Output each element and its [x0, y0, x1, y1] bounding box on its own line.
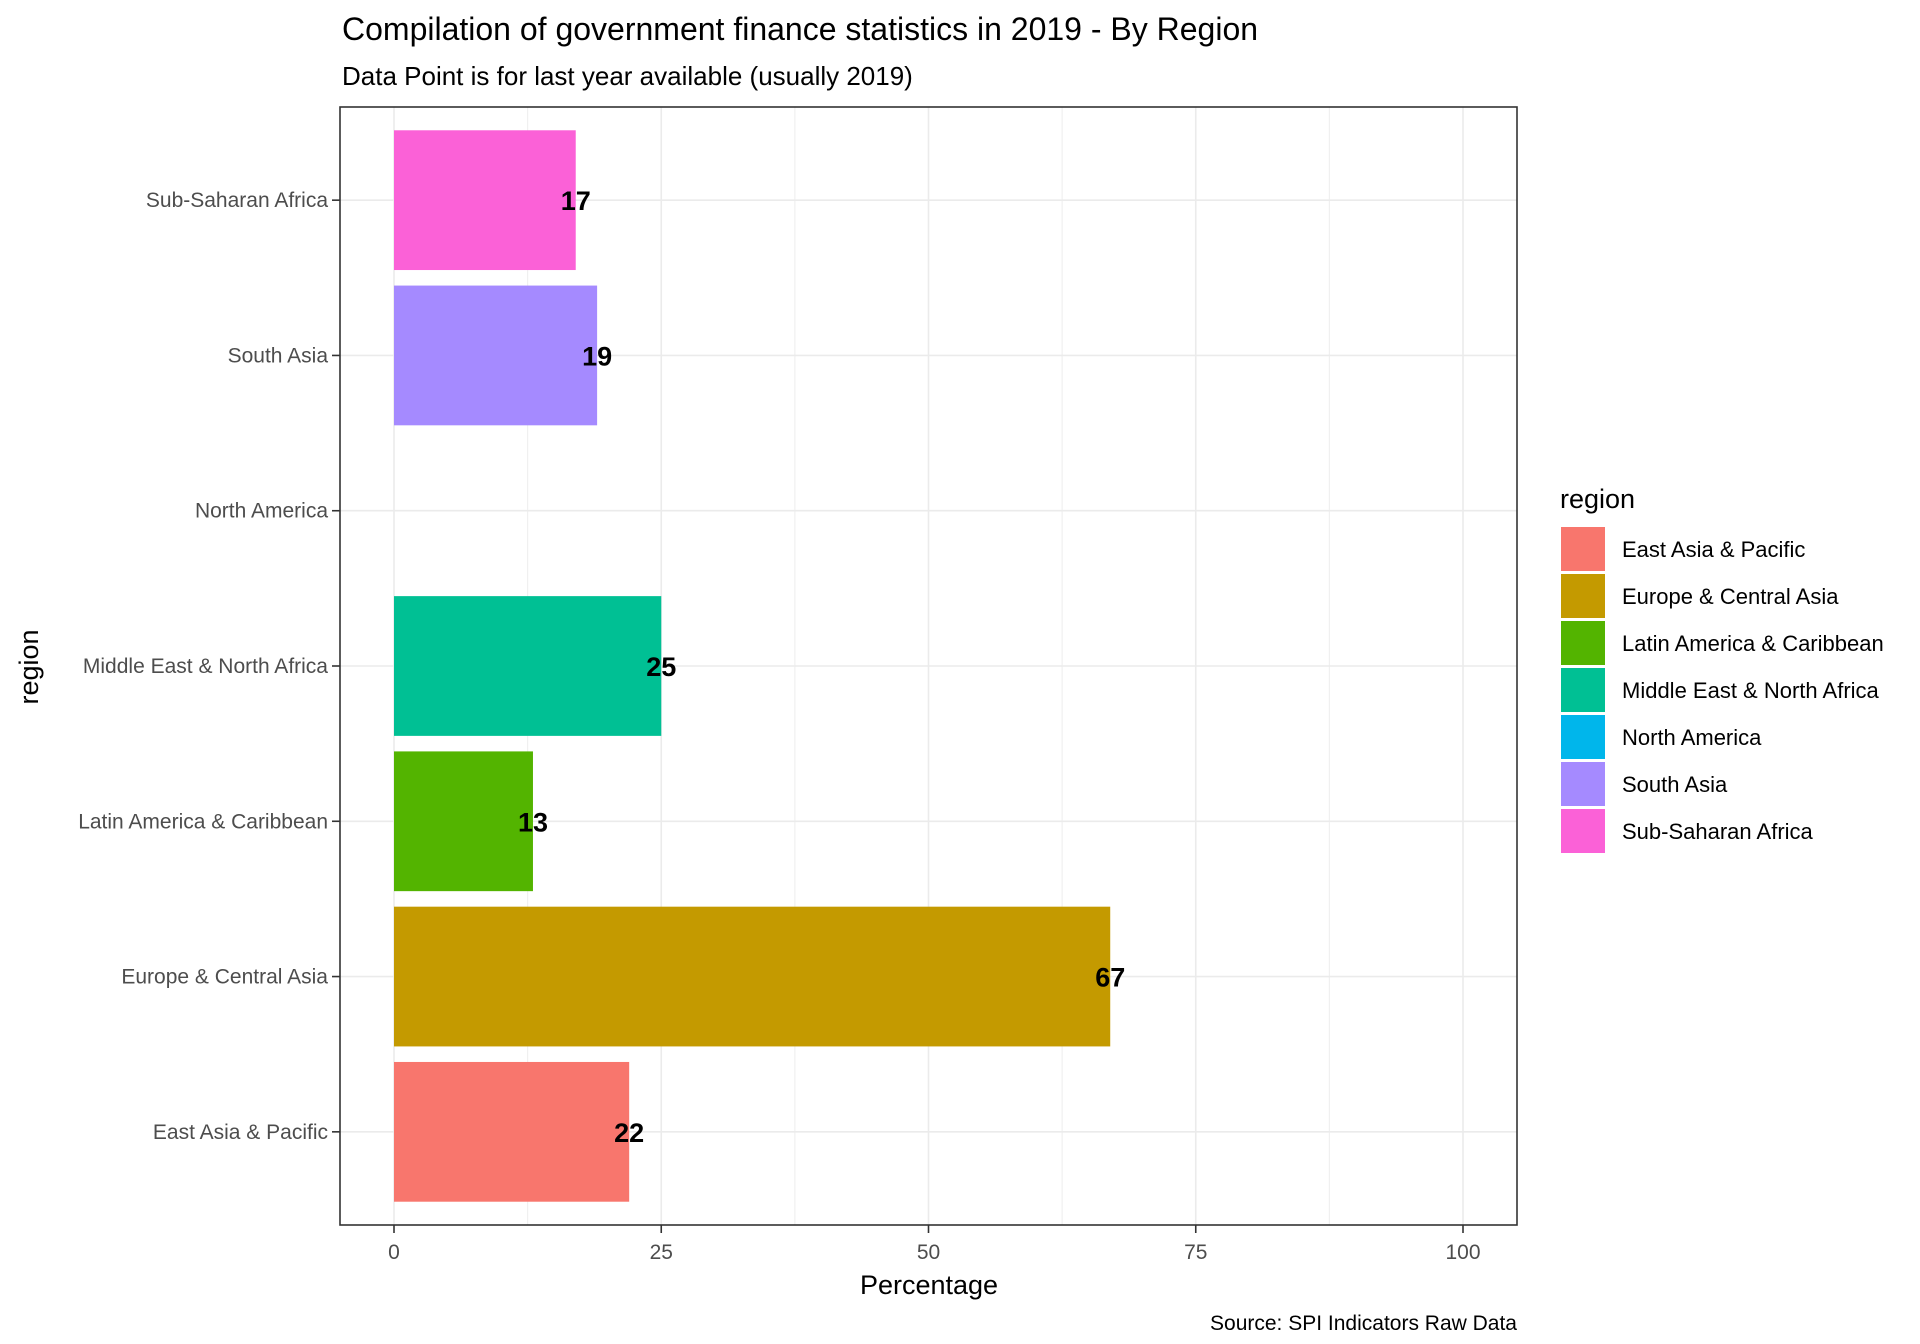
legend-key-2	[1561, 621, 1605, 665]
bar-2	[394, 751, 533, 892]
y-tick-label: South Asia	[228, 344, 329, 367]
legend-key-3	[1561, 668, 1605, 712]
legend-key-0	[1561, 527, 1605, 571]
legend-label-6: Sub-Saharan Africa	[1622, 819, 1814, 844]
chart-caption: Source: SPI Indicators Raw Data	[1210, 1312, 1517, 1335]
x-tick-label: 75	[1184, 1241, 1207, 1264]
legend-label-3: Middle East & North Africa	[1622, 678, 1880, 703]
legend-key-1	[1561, 574, 1605, 618]
y-tick-label: East Asia & Pacific	[153, 1121, 328, 1144]
y-axis-title: region	[14, 629, 44, 704]
legend-label-1: Europe & Central Asia	[1622, 584, 1839, 609]
legend-label-0: East Asia & Pacific	[1622, 537, 1805, 562]
chart-title: Compilation of government finance statis…	[342, 11, 1258, 47]
legend-label-4: North America	[1622, 725, 1762, 750]
x-tick-label: 50	[917, 1241, 940, 1264]
x-tick-label: 25	[650, 1241, 673, 1264]
legend-title: region	[1560, 484, 1635, 514]
data-label-0: 22	[614, 1118, 644, 1148]
y-tick-label: Middle East & North Africa	[83, 655, 328, 678]
legend-key-5	[1561, 762, 1605, 806]
chart-subtitle: Data Point is for last year available (u…	[342, 61, 913, 91]
data-label-2: 13	[518, 807, 548, 837]
legend-key-4	[1561, 715, 1605, 759]
bar-3	[394, 596, 662, 736]
plot-area: 22 67 13 25 19 17 East Asia & Pacific Europe & …	[78, 106, 1518, 1264]
y-tick-label: Europe & Central Asia	[121, 966, 328, 989]
y-tick-label: Latin America & Caribbean	[78, 810, 328, 833]
legend-label-5: South Asia	[1622, 772, 1728, 797]
y-tick-label: North America	[195, 500, 328, 523]
x-axis-title: Percentage	[860, 1270, 998, 1300]
bar-6	[394, 130, 576, 271]
x-tick-label: 100	[1445, 1241, 1480, 1264]
legend-label-2: Latin America & Caribbean	[1622, 631, 1884, 656]
legend: East Asia & Pacific Europe & Central Asia…	[1561, 527, 1884, 853]
data-label-5: 19	[582, 341, 612, 371]
data-label-6: 17	[561, 186, 591, 216]
legend-key-6	[1561, 809, 1605, 853]
bar-0	[394, 1061, 630, 1202]
data-label-1: 67	[1095, 963, 1125, 993]
x-tick-label: 0	[388, 1241, 400, 1264]
data-label-3: 25	[646, 652, 676, 682]
y-tick-label: Sub-Saharan Africa	[146, 189, 328, 212]
bar-5	[394, 285, 598, 426]
bar-1	[394, 906, 1111, 1047]
